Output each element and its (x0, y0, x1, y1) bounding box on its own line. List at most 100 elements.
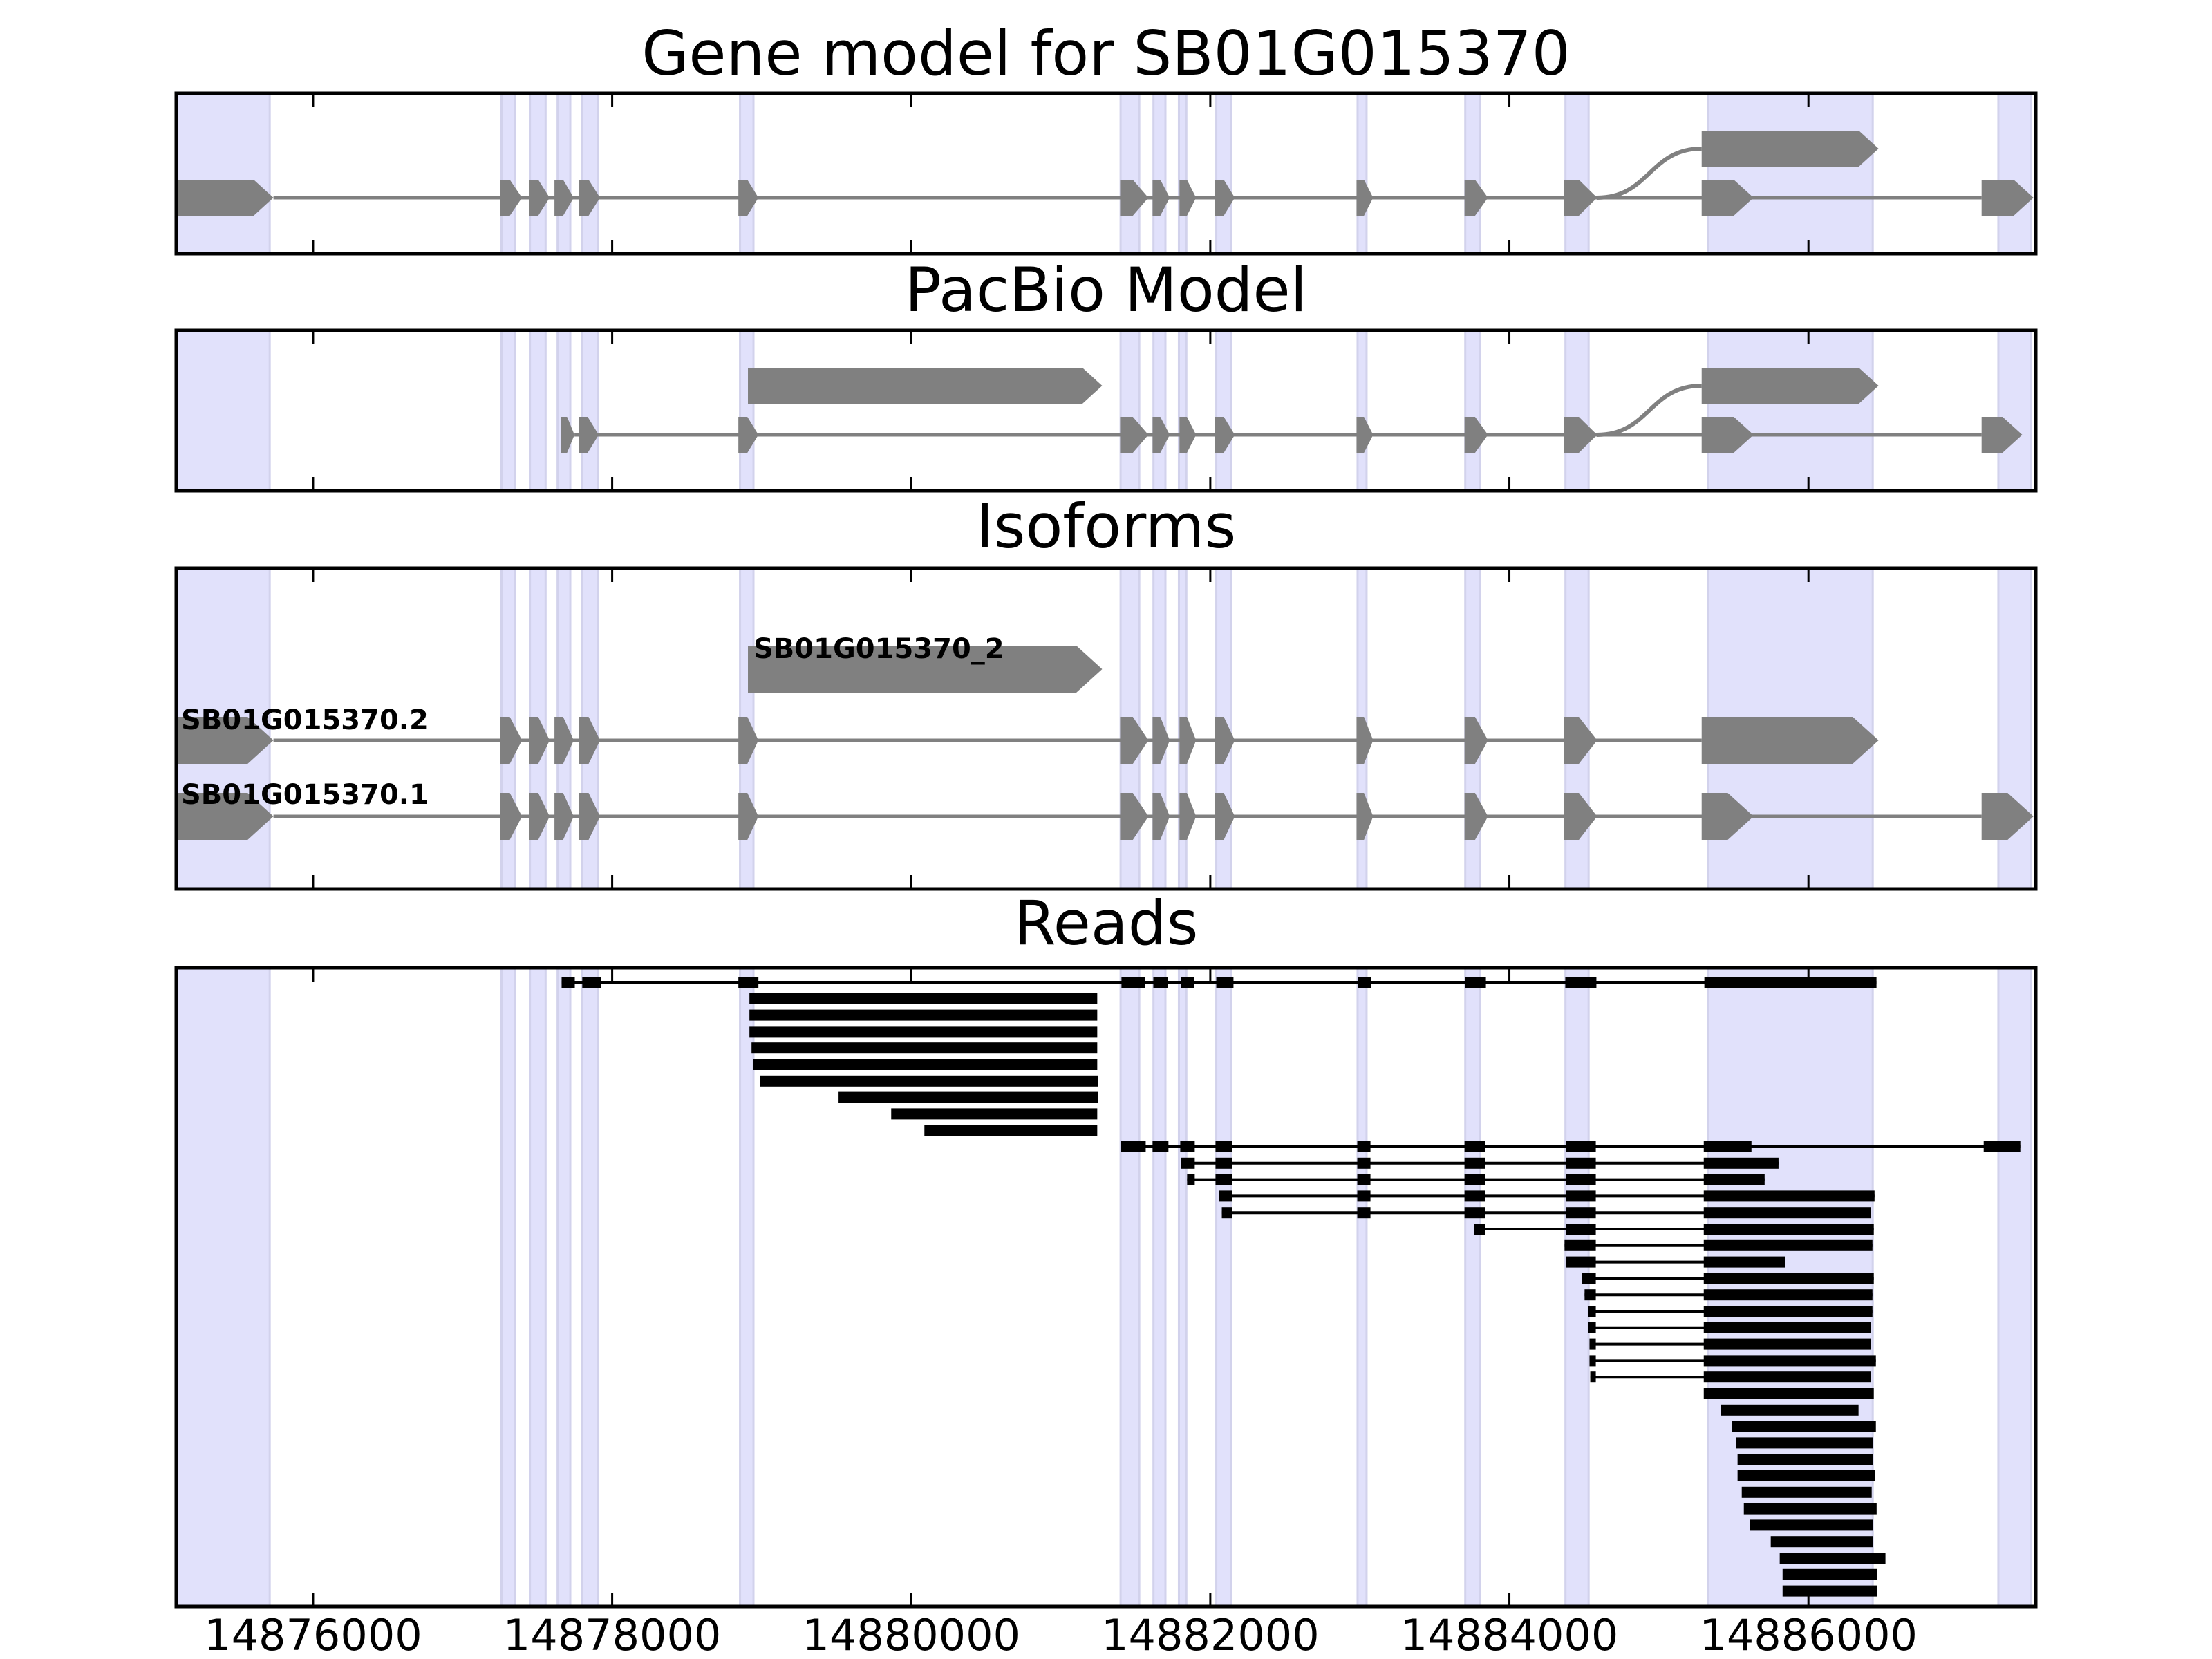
exon (500, 180, 523, 216)
read (1221, 1207, 1871, 1219)
reads-panel: Reads (174, 888, 2038, 1609)
read-block (838, 1091, 1098, 1103)
highlight-region (1564, 329, 1590, 492)
read (1743, 1503, 1877, 1515)
read (838, 1091, 1098, 1103)
read-block (1732, 1421, 1876, 1432)
highlight-region (175, 329, 271, 492)
exon (1981, 180, 2034, 216)
read-block (1770, 1536, 1873, 1548)
panel-title-reads: Reads (1014, 888, 1199, 959)
highlight-region (1356, 966, 1368, 1608)
read (1782, 1568, 1877, 1580)
exon (1701, 717, 1879, 764)
read-block (760, 1075, 1098, 1087)
read-marks (561, 977, 2021, 1597)
exon (1464, 417, 1488, 453)
exon (1120, 793, 1149, 840)
read-block (1741, 1486, 1872, 1498)
highlight-region (529, 92, 547, 255)
exon (748, 646, 1103, 693)
read (1181, 1157, 1779, 1169)
highlight-region (1177, 329, 1188, 492)
read (753, 1059, 1098, 1070)
read (1588, 1306, 1873, 1317)
panel-title-pacbio: PacBio Model (905, 254, 1307, 326)
read-block (753, 1059, 1098, 1070)
read-block (1464, 1174, 1485, 1185)
read-block (749, 1009, 1098, 1021)
highlight-region (1177, 92, 1188, 255)
exon (561, 417, 575, 453)
panel-frame (174, 91, 2038, 256)
exon (1464, 793, 1488, 840)
read (1737, 1470, 1875, 1481)
read (924, 1125, 1098, 1136)
read-block (1121, 1141, 1146, 1152)
exon (738, 717, 759, 764)
read (1721, 1404, 1859, 1416)
read-block (1737, 1454, 1873, 1465)
read (1589, 1338, 1871, 1350)
panel-frame (174, 566, 2038, 891)
x-tick-label: 14886000 (1699, 1610, 1918, 1659)
highlight-region (556, 966, 572, 1608)
exon (1179, 417, 1197, 453)
panel-frame (174, 966, 2038, 1609)
read-block (1180, 1141, 1195, 1152)
transcript-marks (176, 646, 2034, 840)
exon (529, 180, 550, 216)
exon (1356, 793, 1374, 840)
exon (1464, 717, 1488, 764)
read (1588, 1322, 1871, 1333)
read (1187, 1174, 1765, 1185)
read-block (1181, 1157, 1195, 1169)
read-block (1565, 977, 1597, 988)
read-block (1590, 1371, 1596, 1383)
read-block (1464, 1141, 1485, 1152)
highlight-region (1177, 966, 1188, 1608)
read-block (1219, 1190, 1232, 1202)
read-block (1779, 1553, 1886, 1564)
transcript-marks (176, 131, 2034, 216)
highlight-region (1152, 92, 1167, 255)
read (1770, 1536, 1873, 1548)
exon (1152, 180, 1170, 216)
read-block (1588, 1322, 1596, 1333)
read-block (561, 977, 575, 988)
highlight-region (175, 966, 271, 1608)
x-tick-label: 14876000 (204, 1610, 422, 1659)
read-block (1703, 1224, 1874, 1235)
exon (1564, 417, 1597, 453)
read (749, 993, 1098, 1004)
exon (176, 793, 274, 840)
read-block (1215, 1141, 1232, 1152)
highlight-region (1152, 966, 1167, 1608)
highlight-region (1215, 329, 1232, 492)
read (1564, 1239, 1873, 1251)
highlight-region (1997, 567, 2033, 890)
read-block (1736, 1437, 1873, 1449)
read-block (1703, 1338, 1871, 1350)
read-block (1588, 1306, 1596, 1317)
read-block (1464, 1190, 1485, 1202)
highlight-region (1215, 92, 1232, 255)
read (1737, 1454, 1873, 1465)
read-block (1703, 1371, 1871, 1383)
read (760, 1075, 1098, 1087)
read-block (1703, 1157, 1779, 1169)
read-block (1703, 1141, 1752, 1152)
exon (1215, 717, 1235, 764)
highlight-region (1564, 92, 1590, 255)
x-ticks (312, 568, 1810, 889)
panel-title-isoforms: Isoforms (976, 491, 1237, 562)
highlight-region (556, 329, 572, 492)
highlight-region (1119, 92, 1141, 255)
exon (579, 793, 601, 840)
read-block (1564, 1239, 1596, 1251)
exon (1179, 793, 1197, 840)
x-tick-label: 14880000 (802, 1610, 1020, 1659)
read (1732, 1421, 1876, 1432)
exon (1701, 131, 1879, 167)
exon (1215, 793, 1235, 840)
